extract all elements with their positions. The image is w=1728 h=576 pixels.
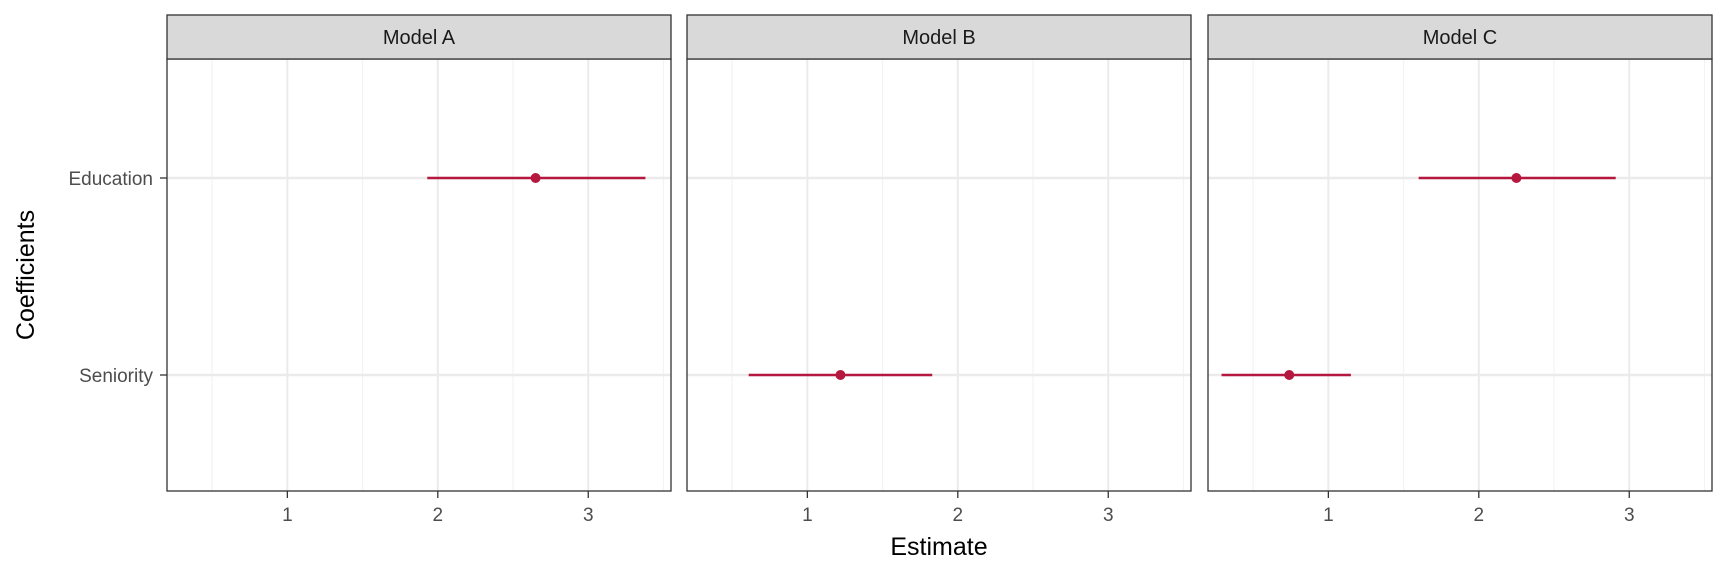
estimate-point [1284, 370, 1295, 380]
panel-background [167, 59, 671, 491]
facet-panel: Model A 1 2 3 [166, 14, 672, 526]
facet-strip [166, 14, 672, 60]
x-tick-label: 1 [282, 505, 293, 526]
facet-strip-label: Model A [383, 27, 456, 49]
panel-background [687, 59, 1191, 491]
x-tick-label: 3 [1624, 505, 1635, 526]
facet-strip-label: Model B [902, 27, 975, 49]
estimate-point [1511, 173, 1522, 183]
x-axis-title: Estimate [890, 533, 987, 561]
panel-background [1208, 59, 1712, 491]
facet-strip [1207, 14, 1713, 60]
y-tick-label: Seniority [79, 366, 153, 387]
y-tick-label: Education [68, 169, 153, 190]
x-tick-label: 1 [1323, 505, 1334, 526]
x-tick-label: 2 [1474, 505, 1485, 526]
facet-strip-label: Model C [1423, 27, 1497, 49]
facet-panel: Model C 1 2 3 [1207, 14, 1713, 526]
y-axis: Education Seniority [68, 169, 167, 387]
x-tick-label: 1 [802, 505, 813, 526]
y-axis-title: Coefficients [12, 210, 40, 340]
estimate-point [530, 173, 541, 183]
facet-panel: Model B 1 2 3 [686, 14, 1192, 526]
x-tick-label: 2 [953, 505, 964, 526]
facet-panels: Model A 1 2 3 Model B 1 2 3 Model C 1 2 3 [166, 14, 1713, 526]
x-tick-label: 3 [1103, 505, 1114, 526]
x-tick-label: 3 [583, 505, 594, 526]
x-tick-label: 2 [433, 505, 444, 526]
estimate-point [835, 370, 846, 380]
facet-strip [686, 14, 1192, 60]
